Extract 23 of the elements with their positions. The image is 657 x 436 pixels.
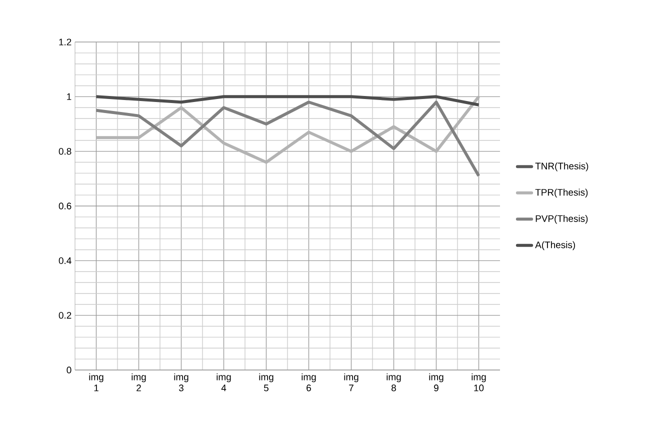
x-tick-label: img 1 <box>89 373 104 392</box>
x-tick-label: img 4 <box>216 373 231 392</box>
y-tick-label: 0.2 <box>58 312 72 319</box>
x-tick-label: img 6 <box>302 373 316 392</box>
x-tick-label: img 7 <box>344 373 358 392</box>
x-tick-label: img 9 <box>429 373 444 392</box>
y-tick-label: 0.8 <box>58 148 72 155</box>
y-tick-label: 0.6 <box>58 202 72 210</box>
y-tick-label: 1 <box>67 93 72 100</box>
x-tick-label: img 2 <box>132 373 146 392</box>
legend-label: TPR(Thesis) <box>535 188 588 198</box>
legend-label: PVP(Thesis) <box>536 214 588 224</box>
line-series <box>94 95 480 164</box>
x-tick-label: img 3 <box>174 373 188 392</box>
x-tick-label: img 5 <box>259 373 274 392</box>
y-tick-label: 0.4 <box>58 257 72 264</box>
x-tick-label: img 8 <box>386 373 401 392</box>
y-tick-label: 1.2 <box>59 38 72 46</box>
legend-label: TNR(Thesis) <box>535 162 588 172</box>
x-tick-label: img 10 <box>472 373 486 392</box>
legend-label: A(Thesis) <box>535 241 575 250</box>
line-series <box>94 100 480 178</box>
y-tick-label: 0 <box>66 366 72 374</box>
